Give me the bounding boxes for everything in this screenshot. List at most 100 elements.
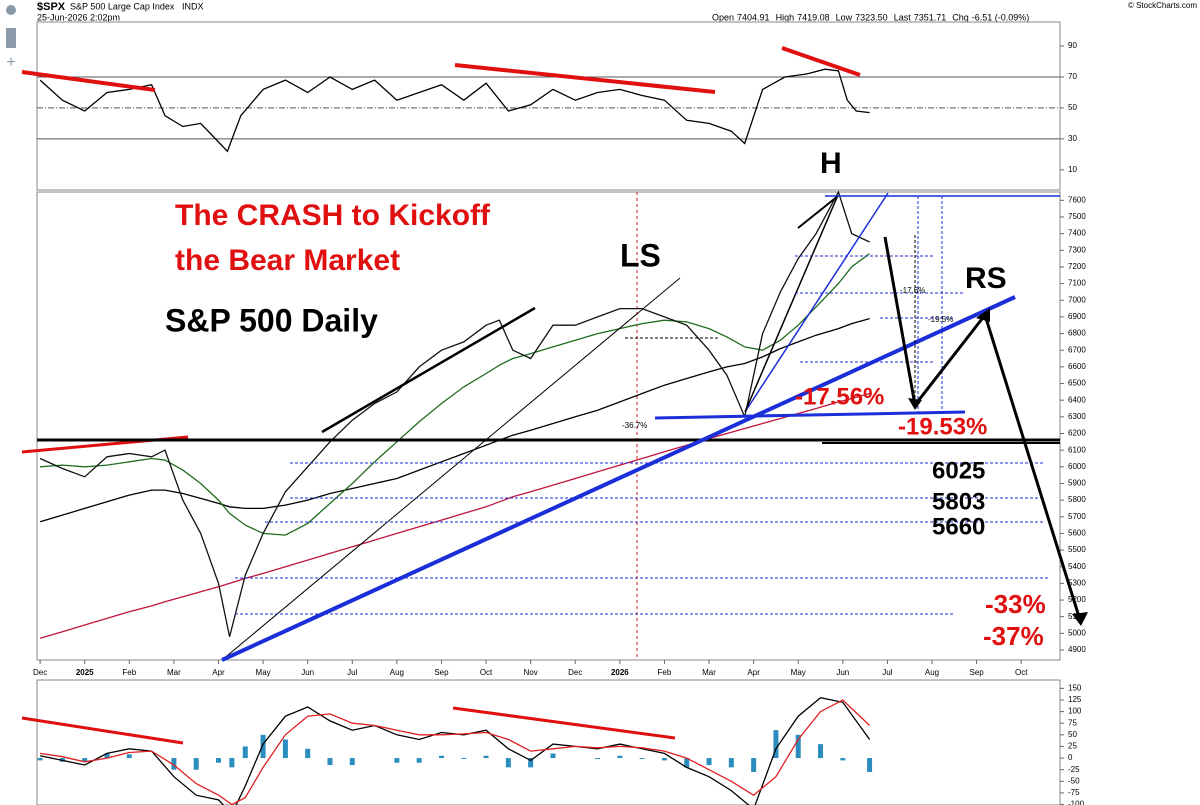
x-tick-label: Aug xyxy=(390,668,404,677)
arrow-head xyxy=(1072,612,1088,626)
histogram-bar xyxy=(461,758,467,759)
quote-label: Last xyxy=(894,12,912,22)
trend-line xyxy=(797,195,839,229)
y-tick-label: 7200 xyxy=(1068,262,1086,271)
histogram-bar xyxy=(171,758,177,770)
histogram-bar xyxy=(282,739,288,759)
x-tick-label: Apr xyxy=(747,668,760,677)
neckline xyxy=(221,295,1016,662)
histogram-bar xyxy=(728,758,734,768)
add-icon[interactable]: + xyxy=(6,54,15,71)
histogram-bar xyxy=(751,758,757,773)
annotation: -17.6% xyxy=(900,286,925,295)
fib-levels xyxy=(235,196,1050,615)
histogram-bar xyxy=(773,730,779,759)
level-line xyxy=(654,410,966,420)
series-line xyxy=(39,697,871,805)
macd-panel: 150 125 100 75 50 25 0 -25 -50 -75 -100 xyxy=(37,683,1085,805)
annotation: -17.56% xyxy=(795,383,884,410)
annotation: -19.5% xyxy=(928,315,953,324)
y-tick-label: 6700 xyxy=(1068,345,1086,354)
histogram-bar xyxy=(617,755,623,759)
y-tick-label: 7600 xyxy=(1068,195,1086,204)
y-tick-label: 6300 xyxy=(1068,412,1086,421)
histogram-bar xyxy=(229,758,235,768)
x-tick-label: 2026 xyxy=(611,668,629,677)
y-tick-label: 5500 xyxy=(1068,545,1086,554)
histogram-bar xyxy=(193,758,199,770)
y-tick-label: 75 xyxy=(1068,718,1077,727)
histogram-bar xyxy=(528,758,534,768)
annotation: -19.53% xyxy=(898,413,987,440)
annotation: 6025 xyxy=(932,457,985,484)
quote-value: 7351.71 xyxy=(914,12,947,22)
collapse-icon[interactable] xyxy=(6,28,16,48)
x-tick-label: Sep xyxy=(434,668,449,677)
quote-value: -6.51 (-0.09%) xyxy=(972,12,1030,22)
series-line xyxy=(40,699,871,805)
histogram-bar xyxy=(327,758,333,766)
histogram-bar xyxy=(706,758,712,766)
trend-line xyxy=(221,277,681,661)
annotation: -36.7% xyxy=(622,421,647,430)
y-tick-label: -50 xyxy=(1068,776,1080,785)
y-tick-label: 150 xyxy=(1068,683,1082,692)
histogram-bar xyxy=(37,758,43,761)
price-panel: 4900500051005200530054005500560057005800… xyxy=(33,190,1086,677)
y-tick-label: 6100 xyxy=(1068,445,1086,454)
symbol: $SPX xyxy=(37,1,66,13)
x-tick-label: Oct xyxy=(1015,668,1028,677)
quote-value: 7323.50 xyxy=(855,12,888,22)
y-tick-label: 5400 xyxy=(1068,562,1086,571)
quote-label: Low xyxy=(836,12,853,22)
x-tick-label: Mar xyxy=(167,668,181,677)
annotation: LS xyxy=(620,237,661,273)
histogram-bar xyxy=(595,758,601,759)
x-tick-label: Jun xyxy=(836,668,849,677)
annotation-lines xyxy=(21,46,1088,745)
x-tick-label: Sep xyxy=(969,668,984,677)
y-tick-label: 5700 xyxy=(1068,512,1086,521)
histogram-bar xyxy=(867,758,873,773)
annotation: 5660 xyxy=(932,513,985,540)
y-tick-label: 6900 xyxy=(1068,312,1086,321)
y-tick-label: 7000 xyxy=(1068,295,1086,304)
histogram-bar xyxy=(684,758,690,768)
histogram-bar xyxy=(82,758,88,762)
y-tick-label: 6800 xyxy=(1068,329,1086,338)
quote-value: 7404.91 xyxy=(737,12,770,22)
x-tick-label: May xyxy=(791,668,806,677)
x-tick-label: May xyxy=(256,668,271,677)
y-tick-label: 7300 xyxy=(1068,245,1086,254)
histogram-bar xyxy=(260,734,266,759)
divergence-line xyxy=(21,716,184,745)
y-tick-label: 7400 xyxy=(1068,229,1086,238)
x-tick-label: Mar xyxy=(702,668,716,677)
arrow-head xyxy=(908,398,922,410)
histogram-bar xyxy=(104,753,110,759)
y-tick-label: -75 xyxy=(1068,788,1080,797)
credit: © StockCharts.com xyxy=(1128,1,1197,10)
divergence-line xyxy=(454,63,716,94)
y-tick-label: 4900 xyxy=(1068,645,1086,654)
price-frame xyxy=(36,191,1061,661)
histogram-bar xyxy=(818,744,824,759)
symbol-name: S&P 500 Large Cap Index xyxy=(70,1,175,11)
y-tick-label: 70 xyxy=(1068,72,1077,81)
x-tick-label: Feb xyxy=(658,668,672,677)
divergence-line xyxy=(452,706,676,740)
divergence-line xyxy=(21,70,156,92)
y-tick-label: 10 xyxy=(1068,165,1077,174)
y-tick-label: 5200 xyxy=(1068,595,1086,604)
x-tick-label: Dec xyxy=(33,668,47,677)
arrow-head xyxy=(976,308,990,322)
datetime: 25-Jun-2026 2:02pm xyxy=(37,12,120,22)
histogram-bar xyxy=(126,754,132,759)
y-tick-label: 6200 xyxy=(1068,429,1086,438)
histogram-bar xyxy=(483,755,489,759)
histogram-bar xyxy=(305,748,311,759)
y-tick-label: 100 xyxy=(1068,707,1082,716)
annotation: -37% xyxy=(983,621,1044,651)
series-line xyxy=(40,253,870,536)
settings-icon[interactable] xyxy=(6,5,16,15)
